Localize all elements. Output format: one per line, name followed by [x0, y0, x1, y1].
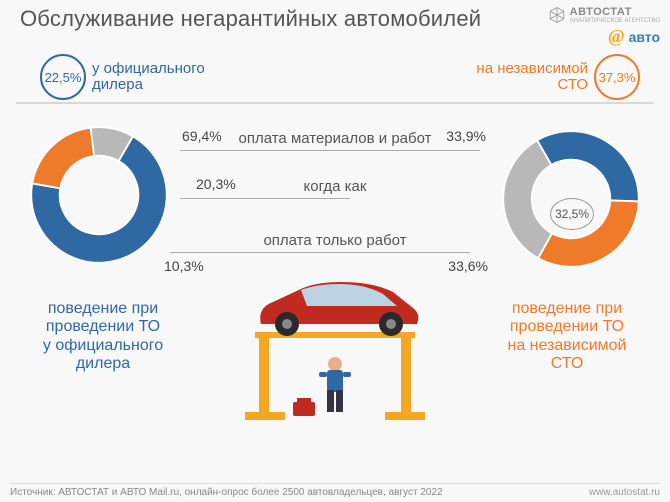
caption-left-l2: проведении ТО	[18, 318, 188, 336]
avtostat-icon	[548, 6, 566, 24]
caption-left-l4: дилера	[18, 355, 188, 373]
avtostat-text: АВТОСТАТ	[570, 7, 660, 18]
r1-line	[180, 150, 480, 151]
caption-right-l3: на независимой	[482, 337, 652, 355]
split-left-pct: 22,5%	[40, 54, 86, 100]
caption-left-l3: у официального	[18, 337, 188, 355]
avto-logo: @ авто	[608, 26, 660, 47]
caption-right-l4: СТО	[482, 355, 652, 373]
split-right-l2: СТО	[476, 77, 588, 94]
split-row: 22,5% у официального дилера на независим…	[0, 50, 670, 94]
avtostat-sub: АНАЛИТИЧЕСКОЕ АГЕНТСТВО	[570, 18, 660, 24]
page-title: Обслуживание негарантийных автомобилей	[20, 6, 481, 32]
caption-left: поведение при проведении ТО у официально…	[18, 300, 188, 374]
topbar: Обслуживание негарантийных автомобилей А…	[0, 0, 670, 48]
split-left-label: у официального дилера	[92, 61, 205, 94]
split-right-l1: на независимой	[476, 61, 588, 78]
divider	[16, 102, 654, 104]
footer-url: www.autostat.ru	[589, 487, 660, 498]
r2-line	[180, 198, 350, 199]
caption-right: поведение при проведении ТО на независим…	[482, 300, 652, 374]
r3-right-pct: 33,6%	[448, 258, 488, 274]
avto-word: авто	[629, 29, 660, 45]
logos: АВТОСТАТ АНАЛИТИЧЕСКОЕ АГЕНТСТВО @ авто	[548, 6, 660, 47]
r3-center: оплата только работ	[0, 232, 670, 249]
detail-right: 32,5%	[550, 198, 594, 230]
caption-right-l1: поведение при	[482, 300, 652, 318]
avto-at: @	[608, 26, 625, 46]
car-illustration	[225, 278, 449, 428]
split-right: на независимой СТО 37,3%	[476, 54, 640, 100]
split-left-l2: дилера	[92, 77, 205, 94]
infographic-page: Обслуживание негарантийных автомобилей А…	[0, 0, 670, 502]
r1-right-pct: 33,9%	[446, 128, 486, 144]
r1-center: оплата материалов и работ	[0, 130, 670, 147]
split-left: 22,5% у официального дилера	[40, 54, 205, 100]
split-left-l1: у официального	[92, 61, 205, 78]
r2-center: когда как	[0, 178, 670, 195]
avtostat-logo: АВТОСТАТ АНАЛИТИЧЕСКОЕ АГЕНТСТВО	[548, 6, 660, 24]
caption-left-l1: поведение при	[18, 300, 188, 318]
r3-line	[170, 252, 470, 253]
split-right-label: на независимой СТО	[476, 61, 588, 94]
split-right-pct: 37,3%	[594, 54, 640, 100]
r3-left-pct: 10,3%	[164, 258, 204, 274]
footer: Источник: АВТОСТАТ и АВТО Mail.ru, онлай…	[10, 483, 660, 498]
caption-right-l2: проведении ТО	[482, 318, 652, 336]
footer-source: Источник: АВТОСТАТ и АВТО Mail.ru, онлай…	[10, 487, 443, 498]
